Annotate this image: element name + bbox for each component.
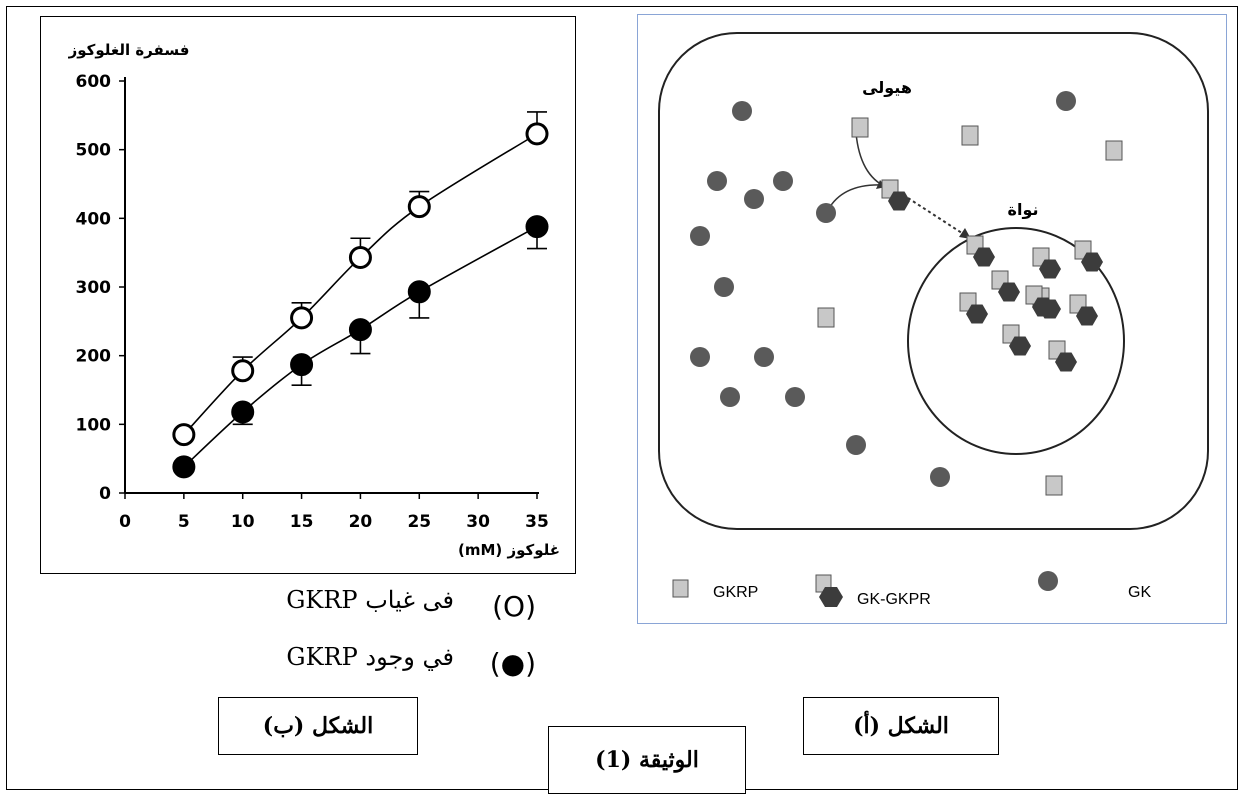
complex-gk-part	[998, 282, 1020, 302]
y-axis-label: فسفرة الغلوكوز	[68, 41, 190, 59]
complex-gk-part	[966, 304, 988, 324]
complex-gk-part	[1081, 252, 1103, 272]
gkrp-molecule	[851, 117, 869, 138]
document-caption: الوثيقة (1)	[548, 726, 746, 794]
gkrp-molecule	[817, 307, 835, 328]
x-tick-label: 0	[119, 512, 131, 532]
data-point-absent	[525, 122, 549, 146]
y-tick-label: 500	[76, 141, 112, 161]
x-tick-label: 10	[231, 512, 255, 532]
cell-diagram: هيولى نواة GKRP GK-GKPR GK	[658, 32, 1209, 608]
gk-molecule	[785, 387, 805, 407]
legend-present-label: في وجود GKRP	[286, 643, 454, 671]
legend-absent-label: فى غياب GKRP	[286, 586, 454, 614]
x-tick-label: 35	[525, 512, 549, 532]
legend-absent: فى غياب GKRP (O)	[230, 586, 550, 626]
data-point-present	[290, 353, 314, 377]
gk-molecule	[707, 171, 727, 191]
data-point-absent	[231, 359, 255, 383]
data-point-absent	[290, 306, 314, 330]
gkrp-legend-label: GKRP	[713, 584, 758, 601]
complex-legend-label: GK-GKPR	[857, 591, 931, 608]
x-axis-label: غلوكوز (mM)	[458, 541, 560, 559]
x-tick-label: 5	[178, 512, 190, 532]
nucleus	[907, 227, 1125, 455]
data-point-absent	[407, 195, 431, 219]
y-tick-label: 0	[99, 484, 111, 504]
glucose-phosphorylation-chart: فسفرة الغلوكوز غلوكوز (mM) 0100200300400…	[68, 41, 560, 559]
y-tick-label: 600	[76, 72, 112, 92]
gk-legend-circle	[1038, 571, 1058, 591]
gk-molecule	[754, 347, 774, 367]
data-point-present	[407, 280, 431, 304]
chart-frame: فسفرة الغلوكوز غلوكوز (mM) 0 100 200 300 400…	[40, 16, 576, 574]
cell-membrane	[658, 32, 1209, 530]
cell-diagram-frame: هيولى نواة GKRP GK-GKPR GK	[637, 14, 1227, 624]
complex-gk-part	[1032, 297, 1054, 317]
y-tick-label: 200	[76, 347, 112, 367]
complex-gk-part	[1055, 352, 1077, 372]
gk-molecule	[690, 226, 710, 246]
complex-gk-part	[1009, 336, 1031, 356]
complex-gk-part	[888, 191, 910, 211]
gk-molecule	[744, 189, 764, 209]
nucleus-label: نواة	[1008, 200, 1039, 219]
figure-b-caption: الشكل (ب)	[218, 697, 418, 755]
legend-present: في وجود GKRP (●)	[230, 643, 550, 683]
data-point-present	[231, 400, 255, 424]
gk-molecule	[816, 203, 836, 223]
complex-legend-hexagon	[819, 587, 843, 607]
gk-molecule	[714, 277, 734, 297]
x-tick-label: 30	[466, 512, 490, 532]
gk-molecule	[846, 435, 866, 455]
x-tick-label: 20	[349, 512, 373, 532]
gk-molecule	[1056, 91, 1076, 111]
data-point-absent	[172, 423, 196, 447]
data-point-absent	[348, 245, 372, 269]
gkrp-molecule	[961, 125, 979, 146]
series-absent-line	[183, 133, 538, 436]
figure-a-caption: الشكل (أ)	[803, 697, 999, 755]
y-tick-label: 400	[76, 209, 112, 229]
gkrp-molecule	[1045, 475, 1063, 496]
y-tick-label: 100	[76, 415, 112, 435]
gk-legend-label: GK	[1128, 584, 1151, 601]
gkrp-legend-square	[672, 579, 689, 598]
complex-gk-part	[973, 247, 995, 267]
open-circle-symbol: (O)	[492, 590, 536, 623]
data-point-present	[348, 318, 372, 342]
complex-gk-part	[1039, 259, 1061, 279]
transport-arrow-dotted	[907, 197, 969, 238]
gk-molecule	[930, 467, 950, 487]
x-tick-label: 15	[290, 512, 314, 532]
filled-circle-symbol: (●)	[489, 647, 536, 680]
cytoplasm-label: هيولى	[862, 78, 912, 97]
gk-molecule	[732, 101, 752, 121]
transport-arrow-curve-2	[827, 184, 885, 211]
gk-molecule	[720, 387, 740, 407]
gk-molecule	[690, 347, 710, 367]
gkrp-molecule	[1105, 140, 1123, 161]
data-point-present	[172, 455, 196, 479]
complex-gk-part	[1076, 306, 1098, 326]
data-point-present	[525, 215, 549, 239]
y-tick-label: 300	[76, 278, 112, 298]
gk-molecule	[773, 171, 793, 191]
transport-arrow-curve-1	[855, 132, 887, 188]
x-tick-label: 25	[407, 512, 431, 532]
